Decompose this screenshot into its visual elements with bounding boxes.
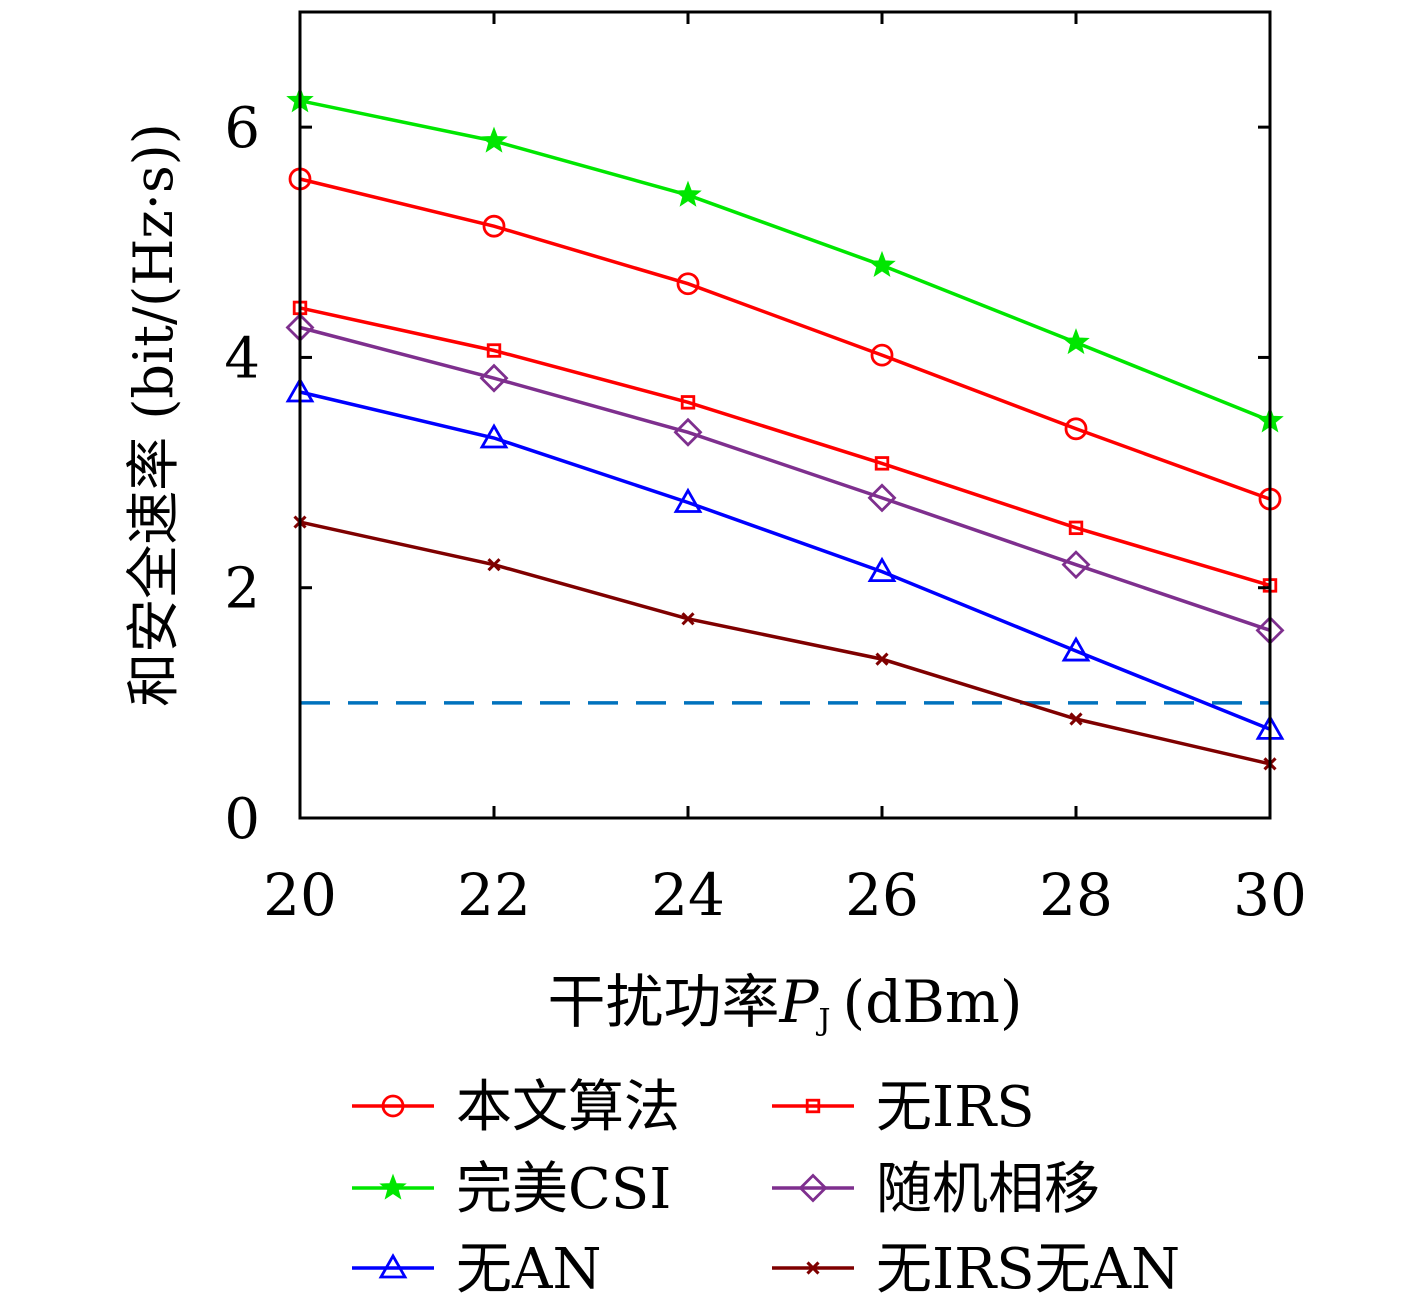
legend-marker xyxy=(379,1173,407,1200)
legend-item: 完美CSI xyxy=(352,1157,671,1222)
x-tick-label: 28 xyxy=(1039,861,1113,929)
data-point xyxy=(479,363,509,393)
legend-label: 无IRS无AN xyxy=(876,1237,1180,1302)
x-axis-label-sub: J xyxy=(816,1003,831,1038)
legend-marker xyxy=(798,1173,828,1203)
data-point xyxy=(480,126,508,153)
data-point xyxy=(1061,550,1091,580)
data-point xyxy=(487,558,501,572)
data-point xyxy=(1068,520,1084,536)
data-point xyxy=(867,556,897,582)
x-axis-label: 干扰功率PJ (dBm) xyxy=(547,968,1022,1038)
data-point xyxy=(680,395,696,410)
plot-area xyxy=(300,12,1270,818)
y-tick-label: 4 xyxy=(224,326,260,391)
legend-marker xyxy=(806,1261,820,1275)
legend-item: 无IRS xyxy=(772,1075,1035,1140)
data-point xyxy=(870,343,894,367)
legend-item: 本文算法 xyxy=(352,1075,680,1140)
series-line xyxy=(299,325,1271,632)
data-point xyxy=(486,343,502,358)
data-point xyxy=(1064,417,1088,441)
x-axis-label-text: 干扰功率 xyxy=(547,968,779,1036)
data-point xyxy=(867,483,897,513)
legend-label: 无AN xyxy=(456,1237,601,1302)
series-line xyxy=(299,520,1271,766)
series-line xyxy=(299,98,1271,423)
data-point xyxy=(673,487,703,513)
legend-item: 随机相移 xyxy=(772,1157,1100,1222)
x-tick-label: 22 xyxy=(457,861,531,929)
series-5 xyxy=(293,515,1277,771)
data-point xyxy=(875,652,889,666)
x-axis-label-var: P xyxy=(778,968,819,1036)
x-axis-label-unit: (dBm) xyxy=(843,968,1023,1036)
series-0 xyxy=(288,167,1282,511)
data-point xyxy=(681,612,695,626)
data-point xyxy=(479,423,509,449)
data-point xyxy=(1062,328,1090,355)
series-3 xyxy=(292,300,1278,593)
y-tick-label: 0 xyxy=(224,787,260,852)
data-point xyxy=(674,180,702,207)
x-tick-label: 20 xyxy=(263,861,337,929)
y-tick-label: 6 xyxy=(224,96,260,161)
legend-item: 无IRS无AN xyxy=(772,1237,1180,1302)
legend-marker xyxy=(378,1253,408,1279)
data-point xyxy=(482,214,506,238)
data-point xyxy=(673,417,703,447)
legend-label: 随机相移 xyxy=(876,1157,1100,1222)
y-tick-label: 2 xyxy=(224,557,260,622)
data-point xyxy=(676,272,700,296)
plot-frame xyxy=(298,10,1272,820)
legend-label: 完美CSI xyxy=(456,1157,671,1222)
series-line xyxy=(299,177,1271,501)
series-layer xyxy=(285,86,1285,771)
series-line xyxy=(299,306,1271,588)
legend-item: 无AN xyxy=(352,1237,601,1302)
data-point xyxy=(868,250,896,277)
legend-label: 本文算法 xyxy=(456,1075,680,1140)
x-tick-label: 26 xyxy=(845,861,919,929)
data-point xyxy=(874,456,890,471)
legend-label: 无IRS xyxy=(876,1075,1035,1140)
legend-marker xyxy=(381,1094,405,1118)
data-point xyxy=(1061,636,1091,662)
data-point xyxy=(1069,712,1083,726)
x-tick-label: 24 xyxy=(651,861,725,929)
x-tick-label: 30 xyxy=(1233,861,1307,929)
y-axis-label: 和安全速率 (bit/(Hz·s)) xyxy=(122,123,185,707)
series-line xyxy=(299,390,1271,731)
legend-marker xyxy=(805,1098,821,1114)
